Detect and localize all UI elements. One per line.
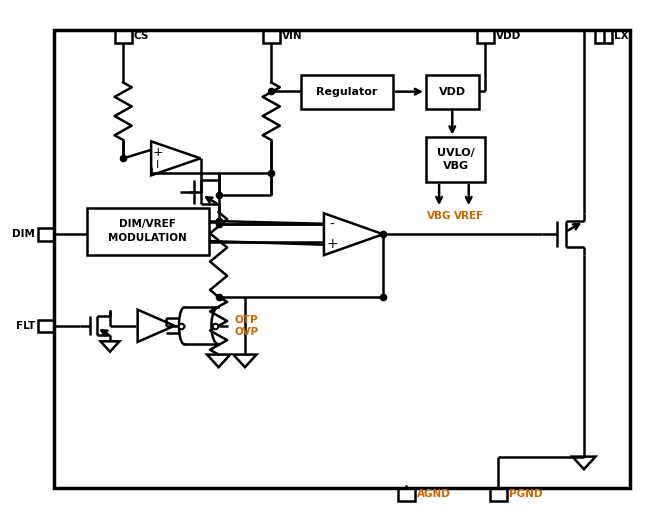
Text: FLT: FLT bbox=[16, 321, 35, 331]
Bar bbox=[262, 30, 280, 43]
Text: PGND: PGND bbox=[509, 489, 543, 499]
Bar bbox=[426, 137, 485, 182]
Text: VBG: VBG bbox=[427, 211, 451, 221]
Bar bbox=[426, 75, 479, 109]
Text: VBG: VBG bbox=[442, 161, 469, 171]
Text: VDD: VDD bbox=[439, 87, 466, 97]
Text: UVLO/: UVLO/ bbox=[437, 148, 475, 158]
Text: OTP: OTP bbox=[235, 315, 258, 325]
Text: +: + bbox=[326, 237, 338, 251]
Text: VREF: VREF bbox=[453, 211, 484, 221]
Text: AGND: AGND bbox=[416, 489, 451, 499]
Bar bbox=[477, 30, 494, 43]
Text: LX: LX bbox=[614, 32, 629, 42]
Text: DIM/VREF: DIM/VREF bbox=[120, 219, 176, 229]
Text: VDD: VDD bbox=[496, 32, 521, 42]
Text: DIM: DIM bbox=[12, 229, 35, 239]
Bar bbox=[301, 75, 393, 109]
Text: Regulator: Regulator bbox=[316, 87, 377, 97]
Text: VIN: VIN bbox=[282, 32, 303, 42]
Text: I: I bbox=[156, 159, 159, 169]
Bar bbox=[490, 488, 507, 501]
Text: CS: CS bbox=[134, 32, 149, 42]
Text: -: - bbox=[329, 218, 334, 232]
Bar bbox=[87, 208, 209, 255]
Bar bbox=[398, 488, 414, 501]
Text: +: + bbox=[153, 146, 163, 158]
Bar bbox=[114, 30, 132, 43]
Bar bbox=[54, 30, 630, 488]
Bar bbox=[595, 30, 612, 43]
Text: MODULATION: MODULATION bbox=[108, 233, 187, 243]
Bar bbox=[38, 319, 54, 332]
Text: OVP: OVP bbox=[235, 327, 259, 337]
Bar bbox=[38, 228, 54, 240]
